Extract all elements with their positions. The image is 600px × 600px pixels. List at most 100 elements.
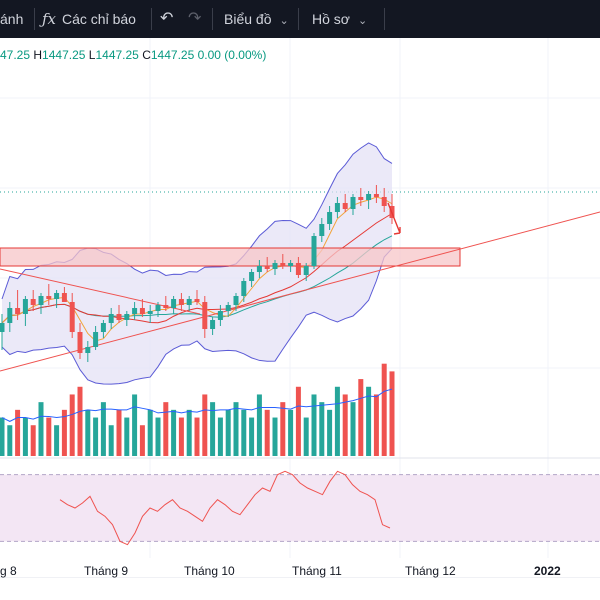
candle-body: [373, 194, 379, 197]
volume-bar: [108, 425, 114, 456]
volume-bar: [217, 417, 223, 456]
volume-bar: [280, 402, 286, 456]
candle-body: [124, 314, 130, 320]
time-axis-label: Tháng 11: [292, 564, 342, 578]
volume-bar: [249, 417, 255, 456]
candle-body: [0, 323, 5, 332]
ohlc-legend: 47.25 H1447.25 L1447.25 C1447.25 0.00 (0…: [0, 48, 266, 62]
rsi-line: [59, 470, 391, 546]
candle-body: [139, 308, 145, 314]
candle-body: [366, 194, 372, 200]
ascending-trendline: [0, 211, 600, 372]
toolbar-partial-label: ánh: [0, 11, 24, 27]
price-chart[interactable]: [0, 38, 600, 578]
volume-ma-line: [1, 388, 393, 422]
volume-bar: [350, 402, 356, 456]
chevron-down-icon: ⌄: [279, 15, 289, 27]
redo-icon[interactable]: ↷: [188, 10, 202, 27]
candle-body: [272, 263, 278, 269]
candle-body: [210, 320, 216, 329]
chart-menu-button[interactable]: Biểu đồ ⌄: [224, 0, 289, 38]
volume-bar: [295, 386, 301, 456]
volume-bar: [186, 409, 192, 456]
volume-bar: [311, 394, 317, 456]
candle-body: [288, 263, 294, 266]
volume-bar: [124, 417, 130, 456]
toolbar-divider: [384, 8, 385, 30]
volume-bar: [210, 402, 216, 456]
resistance-zone: [0, 247, 461, 267]
candle-body: [30, 299, 36, 305]
volume-bar: [241, 409, 247, 456]
volume-bar: [381, 363, 387, 456]
candle-body: [163, 305, 169, 308]
candle-body: [194, 299, 200, 302]
arrow-drawing: [387, 202, 401, 235]
volume-bar: [171, 409, 177, 456]
volume-bar: [132, 394, 138, 456]
candle-body: [327, 212, 333, 224]
candle-body: [241, 281, 247, 296]
candle-body: [22, 299, 28, 314]
candle-body: [342, 203, 348, 209]
candle-body: [77, 332, 83, 353]
volume-bar: [15, 409, 21, 456]
candle-body: [155, 305, 161, 311]
volume-bar: [85, 409, 91, 456]
volume-bar: [342, 394, 348, 456]
candle-body: [225, 305, 231, 311]
legend-close: 1447.25: [150, 48, 195, 62]
legend-low: 1447.25: [95, 48, 139, 62]
candle-body: [249, 272, 255, 281]
time-axis-label: Tháng 9: [84, 564, 129, 578]
volume-bar: [77, 386, 83, 456]
candle-body: [38, 296, 44, 305]
volume-bar: [7, 425, 13, 456]
volume-bar: [272, 417, 278, 456]
volume-bar: [389, 371, 395, 456]
candle-body: [178, 299, 184, 305]
legend-high: 1447.25: [42, 48, 86, 62]
chart-menu-label: Biểu đồ: [224, 11, 272, 27]
legend-high-key: H: [33, 48, 43, 62]
volume-bar: [147, 409, 153, 456]
profile-menu-button[interactable]: Hồ sơ ⌄: [312, 0, 367, 38]
volume-bar: [327, 409, 333, 456]
volume-bar: [93, 417, 99, 456]
candle-body: [132, 308, 138, 314]
candle-body: [358, 197, 364, 200]
volume-bar: [69, 394, 75, 456]
candle-body: [100, 323, 106, 332]
candle-body: [61, 293, 67, 302]
volume-bar: [366, 386, 372, 456]
candle-body: [202, 302, 208, 329]
volume-bar: [139, 425, 145, 456]
candle-body: [54, 293, 60, 299]
candle-body: [350, 197, 356, 209]
candle-body: [108, 314, 114, 323]
volume-bar: [303, 417, 309, 456]
volume-bar: [178, 417, 184, 456]
candle-body: [381, 197, 387, 206]
volume-bar: [155, 417, 161, 456]
volume-bar: [319, 402, 325, 456]
toolbar-divider: [298, 8, 299, 30]
rsi-band: [0, 474, 600, 542]
volume-bar: [264, 409, 270, 456]
candle-body: [15, 308, 21, 314]
candle-body: [7, 308, 13, 323]
undo-icon[interactable]: ↶: [160, 10, 174, 27]
indicators-button[interactable]: ƒx Các chỉ báo: [42, 0, 136, 38]
indicators-label: Các chỉ báo: [62, 11, 136, 27]
legend-change: 0.00 (0.00%): [197, 48, 267, 62]
time-axis-label: Tháng 10: [184, 564, 235, 578]
candle-body: [116, 314, 122, 320]
candle-body: [147, 311, 153, 314]
candle-body: [186, 299, 192, 305]
chevron-down-icon: ⌄: [357, 15, 368, 27]
chart-type-button[interactable]: ánh: [0, 0, 23, 38]
profile-menu-label: Hồ sơ: [312, 11, 350, 27]
volume-bar: [373, 394, 379, 456]
volume-bar: [225, 409, 231, 456]
legend-open: 47.25: [0, 48, 31, 62]
